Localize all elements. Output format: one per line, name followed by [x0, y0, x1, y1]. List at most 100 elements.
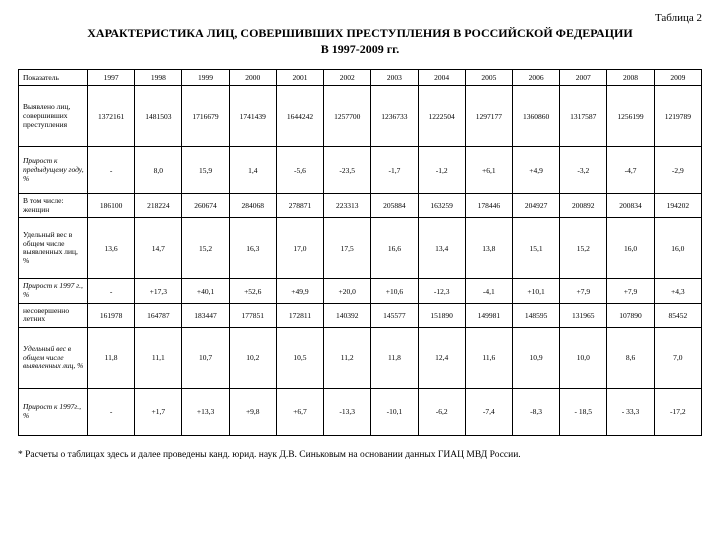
cell: 13,8 — [465, 218, 512, 279]
cell: 1741439 — [229, 86, 276, 147]
header-row: Показатель 1997 1998 1999 2000 2001 2002… — [19, 70, 702, 86]
cell: 14,7 — [135, 218, 182, 279]
cell: 148595 — [512, 303, 559, 327]
col-year: 2003 — [371, 70, 418, 86]
cell: +7,9 — [607, 279, 654, 303]
table-row: несовершенно летних161978164787183447177… — [19, 303, 702, 327]
col-year: 2007 — [560, 70, 607, 86]
cell: -7,4 — [465, 388, 512, 435]
row-label: Удельный вес в общем числе выявленных ли… — [19, 218, 88, 279]
cell: 145577 — [371, 303, 418, 327]
cell: 178446 — [465, 194, 512, 218]
cell: +4,9 — [512, 147, 559, 194]
col-year: 1997 — [88, 70, 135, 86]
cell: 223313 — [324, 194, 371, 218]
cell: 1644242 — [276, 86, 323, 147]
cell: 131965 — [560, 303, 607, 327]
title-line-1: ХАРАКТЕРИСТИКА ЛИЦ, СОВЕРШИВШИХ ПРЕСТУПЛ… — [87, 26, 632, 40]
cell: 17,5 — [324, 218, 371, 279]
row-label: Прирост к предыдущему году, % — [19, 147, 88, 194]
cell: -4,1 — [465, 279, 512, 303]
cell: 1222504 — [418, 86, 465, 147]
col-year: 2008 — [607, 70, 654, 86]
cell: -5,6 — [276, 147, 323, 194]
cell: +10,6 — [371, 279, 418, 303]
cell: - — [88, 279, 135, 303]
cell: -13,3 — [324, 388, 371, 435]
cell: 16,0 — [607, 218, 654, 279]
cell: +17,3 — [135, 279, 182, 303]
cell: 204927 — [512, 194, 559, 218]
cell: 172811 — [276, 303, 323, 327]
cell: 163259 — [418, 194, 465, 218]
cell: 107890 — [607, 303, 654, 327]
cell: 10,9 — [512, 327, 559, 388]
row-label: Выявлено лиц, совершивших преступления — [19, 86, 88, 147]
cell: 11,8 — [88, 327, 135, 388]
cell: +1,7 — [135, 388, 182, 435]
col-indicator: Показатель — [19, 70, 88, 86]
cell: 1360860 — [512, 86, 559, 147]
crime-stats-table: Показатель 1997 1998 1999 2000 2001 2002… — [18, 69, 702, 436]
cell: 17,0 — [276, 218, 323, 279]
cell: 205884 — [371, 194, 418, 218]
cell: 8,0 — [135, 147, 182, 194]
cell: - — [88, 388, 135, 435]
cell: -2,9 — [654, 147, 701, 194]
cell: 1481503 — [135, 86, 182, 147]
cell: -6,2 — [418, 388, 465, 435]
cell: 13,6 — [88, 218, 135, 279]
cell: 15,9 — [182, 147, 229, 194]
table-row: Выявлено лиц, совершивших преступления 13… — [19, 86, 702, 147]
cell: +7,9 — [560, 279, 607, 303]
cell: 11,2 — [324, 327, 371, 388]
cell: -3,2 — [560, 147, 607, 194]
cell: 1,4 — [229, 147, 276, 194]
table-row: Прирост к 1997 г., %-+17,3+40,1+52,6+49,… — [19, 279, 702, 303]
cell: -10,1 — [371, 388, 418, 435]
cell: 16,6 — [371, 218, 418, 279]
footnote: * Расчеты о таблицах здесь и далее прове… — [18, 450, 702, 460]
col-year: 2006 — [512, 70, 559, 86]
cell: 15,2 — [182, 218, 229, 279]
cell: +4,3 — [654, 279, 701, 303]
cell: 16,0 — [654, 218, 701, 279]
cell: 7,0 — [654, 327, 701, 388]
cell: +13,3 — [182, 388, 229, 435]
cell: -1,7 — [371, 147, 418, 194]
row-label: В том числе: женщин — [19, 194, 88, 218]
cell: 140392 — [324, 303, 371, 327]
col-year: 2009 — [654, 70, 701, 86]
cell: 1257700 — [324, 86, 371, 147]
table-row: Удельный вес в общем числе выявленных ли… — [19, 218, 702, 279]
cell: 13,4 — [418, 218, 465, 279]
cell: 284068 — [229, 194, 276, 218]
cell: 11,1 — [135, 327, 182, 388]
cell: 1716679 — [182, 86, 229, 147]
col-year: 2002 — [324, 70, 371, 86]
cell: 1297177 — [465, 86, 512, 147]
cell: 12,4 — [418, 327, 465, 388]
col-year: 2000 — [229, 70, 276, 86]
row-label: Прирост к 1997г., % — [19, 388, 88, 435]
table-body: Выявлено лиц, совершивших преступления 13… — [19, 86, 702, 436]
cell: 11,6 — [465, 327, 512, 388]
cell: -12,3 — [418, 279, 465, 303]
cell: 149981 — [465, 303, 512, 327]
cell: +6,1 — [465, 147, 512, 194]
row-label: Прирост к 1997 г., % — [19, 279, 88, 303]
cell: 15,1 — [512, 218, 559, 279]
cell: +6,7 — [276, 388, 323, 435]
cell: 10,2 — [229, 327, 276, 388]
table-row: Прирост к предыдущему году, %-8,015,91,4… — [19, 147, 702, 194]
col-year: 2004 — [418, 70, 465, 86]
cell: 8,6 — [607, 327, 654, 388]
cell: 218224 — [135, 194, 182, 218]
cell: +40,1 — [182, 279, 229, 303]
table-row: Удельный вес в общем числе выявленных ли… — [19, 327, 702, 388]
cell: 15,2 — [560, 218, 607, 279]
cell: +49,9 — [276, 279, 323, 303]
cell: 1236733 — [371, 86, 418, 147]
title-line-2: В 1997-2009 гг. — [321, 42, 400, 56]
cell: 183447 — [182, 303, 229, 327]
